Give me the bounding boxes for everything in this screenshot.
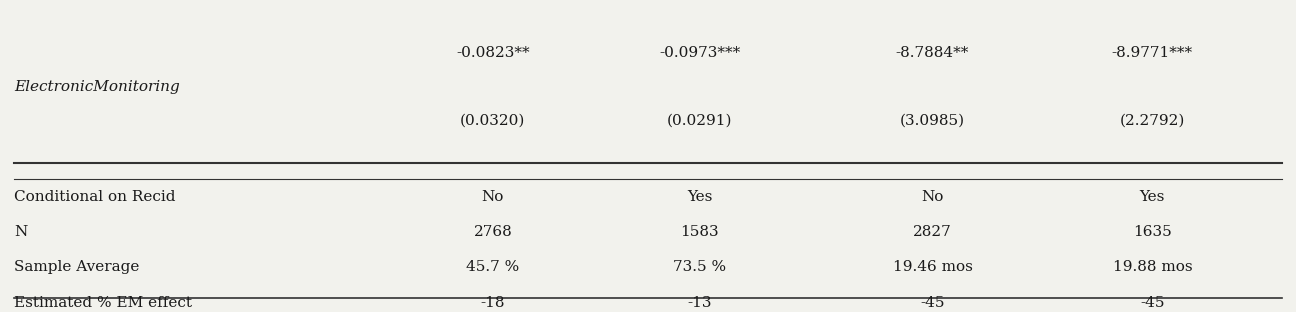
Text: Estimated % EM effect: Estimated % EM effect (14, 296, 192, 310)
Text: -8.9771***: -8.9771*** (1112, 46, 1192, 61)
Text: (0.0291): (0.0291) (667, 114, 732, 128)
Text: (3.0985): (3.0985) (899, 114, 966, 128)
Text: N: N (14, 225, 27, 239)
Text: Conditional on Recid: Conditional on Recid (14, 190, 176, 204)
Text: 19.88 mos: 19.88 mos (1112, 261, 1192, 275)
Text: -8.7884**: -8.7884** (896, 46, 969, 61)
Text: 1583: 1583 (680, 225, 719, 239)
Text: No: No (921, 190, 943, 204)
Text: (0.0320): (0.0320) (460, 114, 525, 128)
Text: Yes: Yes (687, 190, 713, 204)
Text: 45.7 %: 45.7 % (467, 261, 520, 275)
Text: -18: -18 (481, 296, 505, 310)
Text: No: No (482, 190, 504, 204)
Text: 2768: 2768 (473, 225, 512, 239)
Text: 73.5 %: 73.5 % (673, 261, 726, 275)
Text: -13: -13 (687, 296, 712, 310)
Text: -0.0823**: -0.0823** (456, 46, 530, 61)
Text: -45: -45 (920, 296, 945, 310)
Text: 2827: 2827 (914, 225, 951, 239)
Text: 19.46 mos: 19.46 mos (893, 261, 972, 275)
Text: -0.0973***: -0.0973*** (660, 46, 740, 61)
Text: -45: -45 (1140, 296, 1165, 310)
Text: (2.2792): (2.2792) (1120, 114, 1185, 128)
Text: ElectronicMonitoring: ElectronicMonitoring (14, 80, 180, 94)
Text: Sample Average: Sample Average (14, 261, 140, 275)
Text: 1635: 1635 (1133, 225, 1172, 239)
Text: Yes: Yes (1139, 190, 1165, 204)
